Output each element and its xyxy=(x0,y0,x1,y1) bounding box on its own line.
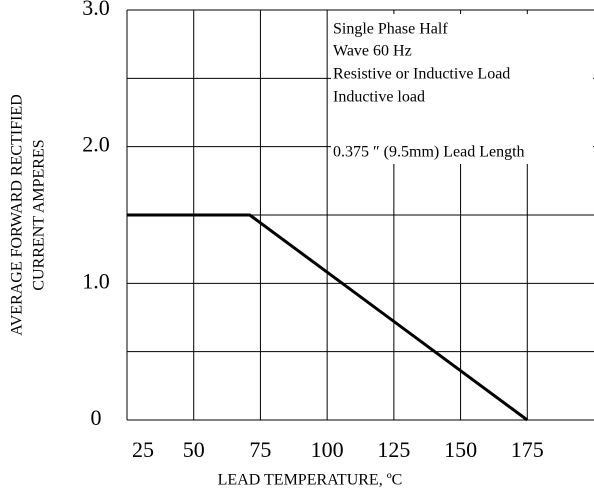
x-tick-label: 75 xyxy=(249,437,271,462)
y-tick-label: 0 xyxy=(91,405,102,430)
annotation: 0.375 ″ (9.5mm) Lead Length xyxy=(333,144,525,161)
x-axis-label: LEAD TEMPERATURE, ºC xyxy=(218,472,403,489)
data-line xyxy=(127,213,529,422)
x-tick-label: 25 xyxy=(132,437,154,462)
y-tick-label: 2.0 xyxy=(82,132,110,157)
x-tick-label: 175 xyxy=(511,437,544,462)
x-tick-label: 50 xyxy=(183,437,205,462)
annotation: Inductive load xyxy=(333,89,425,106)
y-tick-label: 1.0 xyxy=(82,268,110,293)
x-tick-label: 100 xyxy=(311,437,344,462)
y-axis-label: AVERAGE FORWARD RECTIFIED xyxy=(9,94,26,336)
x-tick-label: 125 xyxy=(377,437,410,462)
y-axis-label: CURRENT AMPERES xyxy=(31,139,48,290)
annotation: Single Phase Half xyxy=(333,21,448,38)
annotation: Wave 60 Hz xyxy=(333,43,412,60)
annotation-box xyxy=(331,14,593,164)
annotation: Resistive or Inductive Load xyxy=(333,66,510,83)
y-tick-label: 3.0 xyxy=(82,0,110,20)
x-tick-label: 150 xyxy=(444,437,477,462)
